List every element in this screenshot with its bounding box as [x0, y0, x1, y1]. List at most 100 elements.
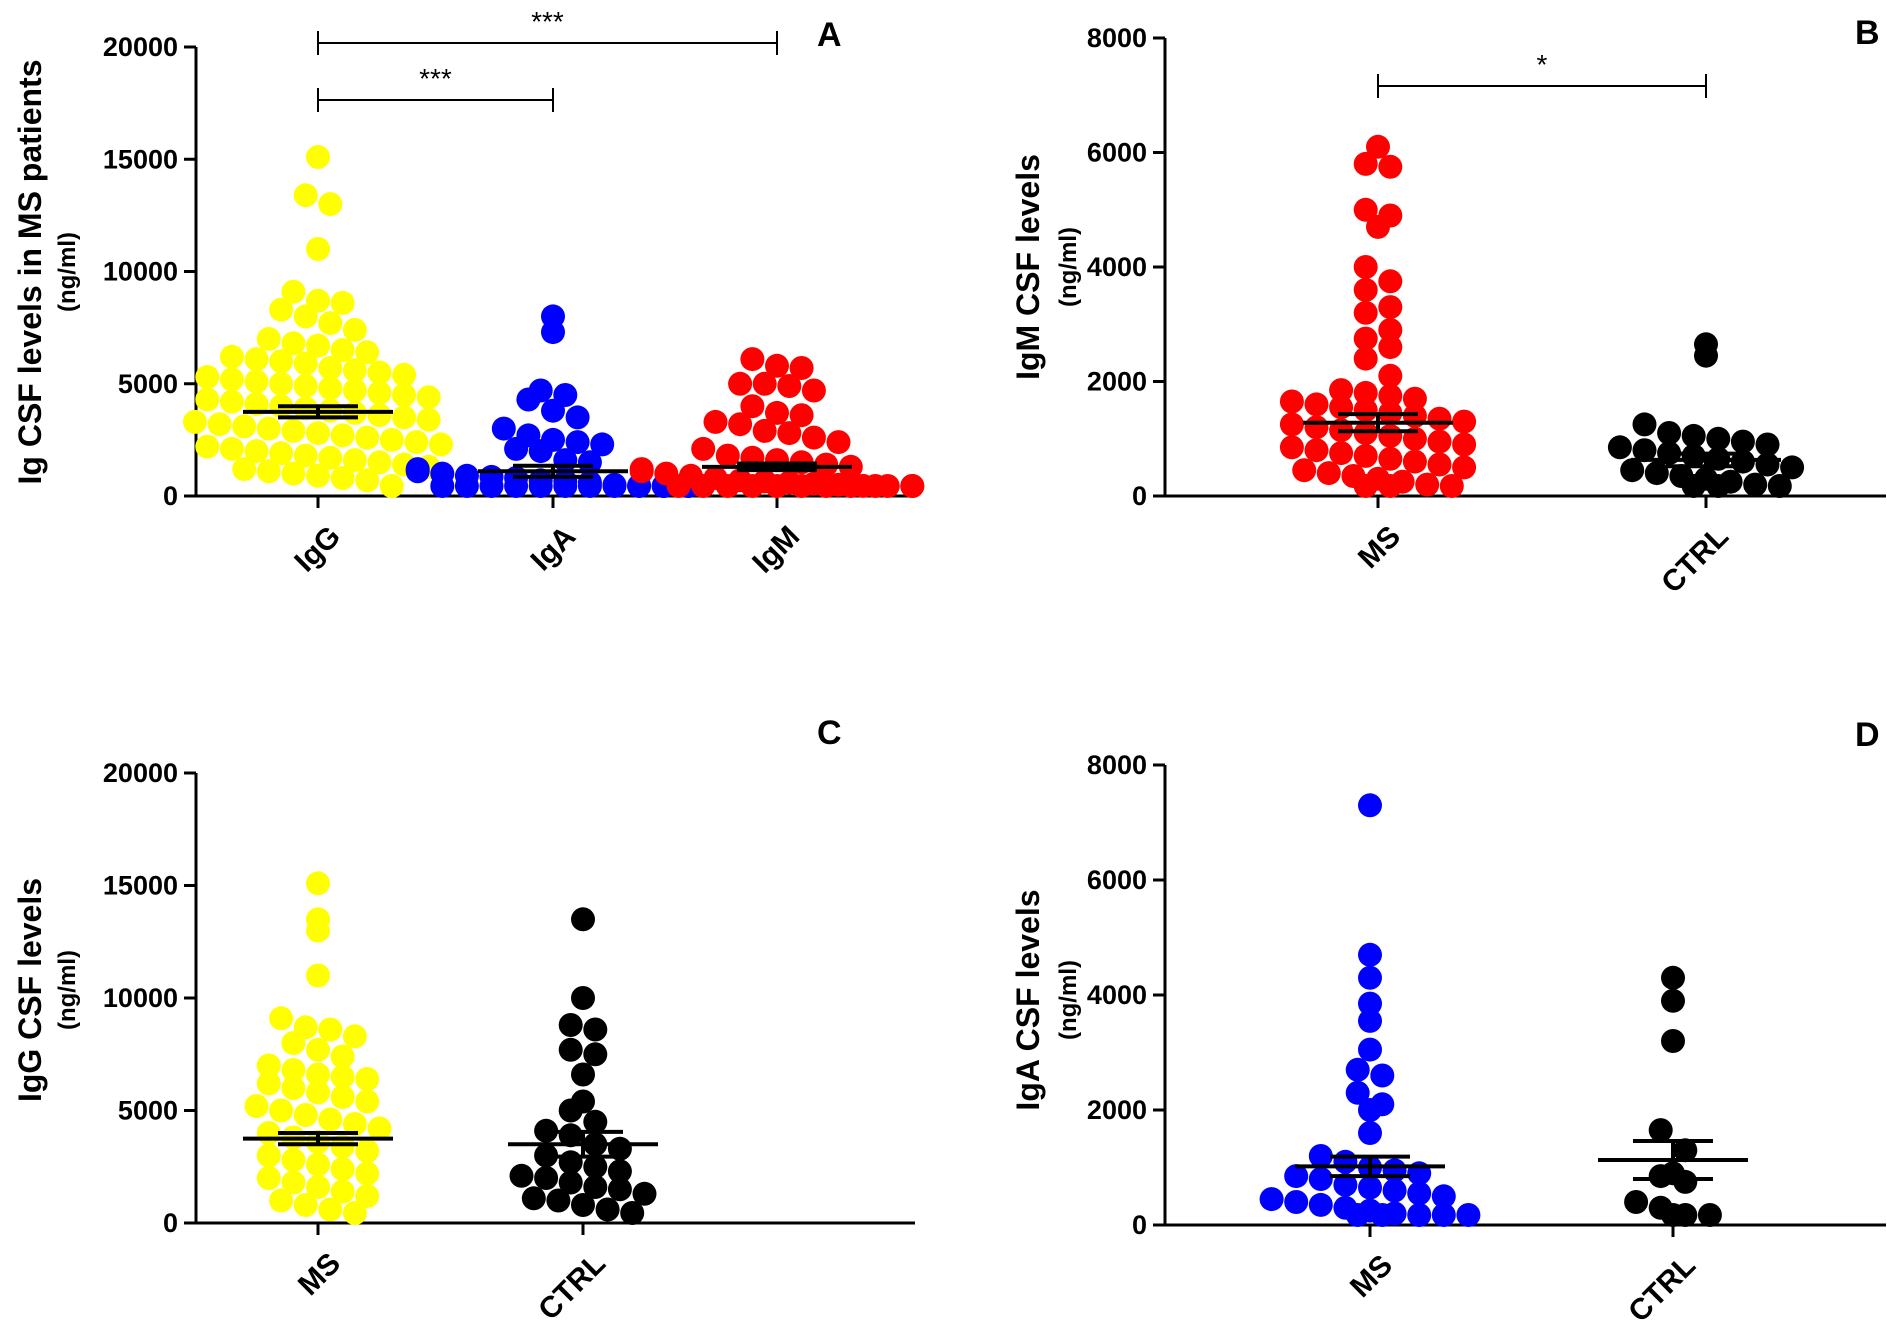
y-tick-label: 0: [1132, 1210, 1147, 1240]
data-point: [541, 398, 565, 423]
data-point: [330, 466, 355, 490]
data-point: [1644, 461, 1669, 486]
data-point: [281, 1076, 306, 1100]
data-point: [1333, 1149, 1358, 1174]
data-point: [558, 1037, 583, 1062]
data-point: [1431, 1184, 1456, 1209]
data-point: [355, 340, 380, 365]
y-tick-label: 20000: [103, 32, 178, 62]
data-point: [629, 459, 654, 484]
data-point: [1358, 1098, 1382, 1122]
data-point: [293, 351, 318, 376]
chart-panel-A: 0 5000 10000 15000 20000 Ig CSF levels in MS …: [12, 6, 925, 580]
data-point: [607, 1159, 632, 1184]
data-point: [306, 421, 330, 446]
y-axis-unit: (ng/ml): [54, 232, 81, 312]
data-point: [1358, 1175, 1382, 1200]
data-point: [330, 1085, 355, 1109]
y-tick-label: 10000: [103, 257, 178, 287]
data-point: [219, 344, 244, 369]
x-tick-label: IgA: [525, 520, 583, 578]
data-point: [1378, 318, 1403, 342]
data-point: [1681, 474, 1706, 498]
data-point: [558, 1013, 583, 1037]
data-point: [430, 474, 455, 498]
data-point: [342, 1112, 367, 1136]
data-point: [789, 403, 814, 428]
data-point: [1358, 991, 1382, 1016]
data-point: [1452, 409, 1477, 434]
data-point: [232, 414, 257, 439]
data-point: [565, 405, 590, 430]
data-point: [1452, 432, 1477, 457]
data-point: [715, 443, 740, 468]
data-point: [342, 1024, 367, 1049]
data-point: [541, 320, 565, 345]
data-point: [1284, 1164, 1309, 1189]
data-point: [1279, 412, 1304, 437]
y-tick-label: 4000: [1087, 252, 1147, 282]
data-point: [838, 474, 863, 498]
data-point: [479, 474, 504, 498]
data-point: [826, 430, 851, 455]
data-point: [306, 1175, 330, 1199]
data-point: [330, 1064, 355, 1089]
data-point: [293, 304, 318, 329]
data-point: [318, 1197, 343, 1222]
data-point: [504, 436, 529, 461]
data-point: [602, 474, 627, 498]
data-point: [632, 1181, 657, 1206]
data-point: [269, 1188, 294, 1213]
y-tick-label: 4000: [1087, 980, 1147, 1010]
y-tick-label: 0: [163, 481, 178, 511]
data-point: [1329, 441, 1354, 466]
data-point: [1607, 435, 1632, 460]
data-point: [715, 474, 740, 498]
data-point: [1345, 1080, 1370, 1105]
data-point: [306, 145, 330, 169]
data-point: [1780, 455, 1805, 480]
data-point: [1279, 435, 1304, 460]
data-point: [306, 1152, 330, 1177]
data-point: [814, 474, 839, 498]
data-point: [392, 383, 417, 407]
data-point: [1358, 942, 1382, 967]
data-point: [521, 1186, 546, 1211]
data-point: [1284, 1190, 1309, 1214]
data-point: [1358, 793, 1382, 818]
data-point: [1661, 988, 1685, 1013]
data-point: [1661, 965, 1685, 990]
data-point: [244, 369, 269, 394]
data-point: [207, 412, 232, 437]
data-point: [765, 353, 789, 378]
y-axis-unit: (ng/ml): [1055, 227, 1082, 307]
data-point: [1697, 1203, 1722, 1227]
data-point: [367, 380, 392, 405]
data-point: [1378, 423, 1403, 448]
data-point: [281, 1058, 306, 1082]
data-point: [281, 1031, 306, 1055]
data-point: [666, 474, 691, 498]
data-point: [256, 459, 281, 484]
data-point: [318, 192, 343, 217]
data-point: [516, 387, 541, 412]
data-point: [281, 461, 306, 486]
data-point: [1378, 154, 1403, 179]
data-point: [367, 1116, 392, 1141]
data-point: [429, 432, 453, 457]
data-point: [558, 1170, 583, 1195]
data-point: [318, 311, 343, 336]
data-point: [318, 445, 343, 470]
data-point: [367, 450, 392, 475]
y-axis-title: Ig CSF levels in MS patients: [12, 60, 48, 485]
data-point: [392, 405, 417, 430]
data-point: [863, 474, 888, 498]
data-point: [1378, 269, 1403, 294]
data-point: [1353, 326, 1378, 351]
data-point: [404, 430, 429, 455]
data-point: [330, 1044, 355, 1069]
data-point: [583, 1017, 608, 1042]
data-point: [1456, 1203, 1481, 1227]
data-point: [1378, 474, 1403, 498]
data-point: [1333, 1172, 1358, 1197]
